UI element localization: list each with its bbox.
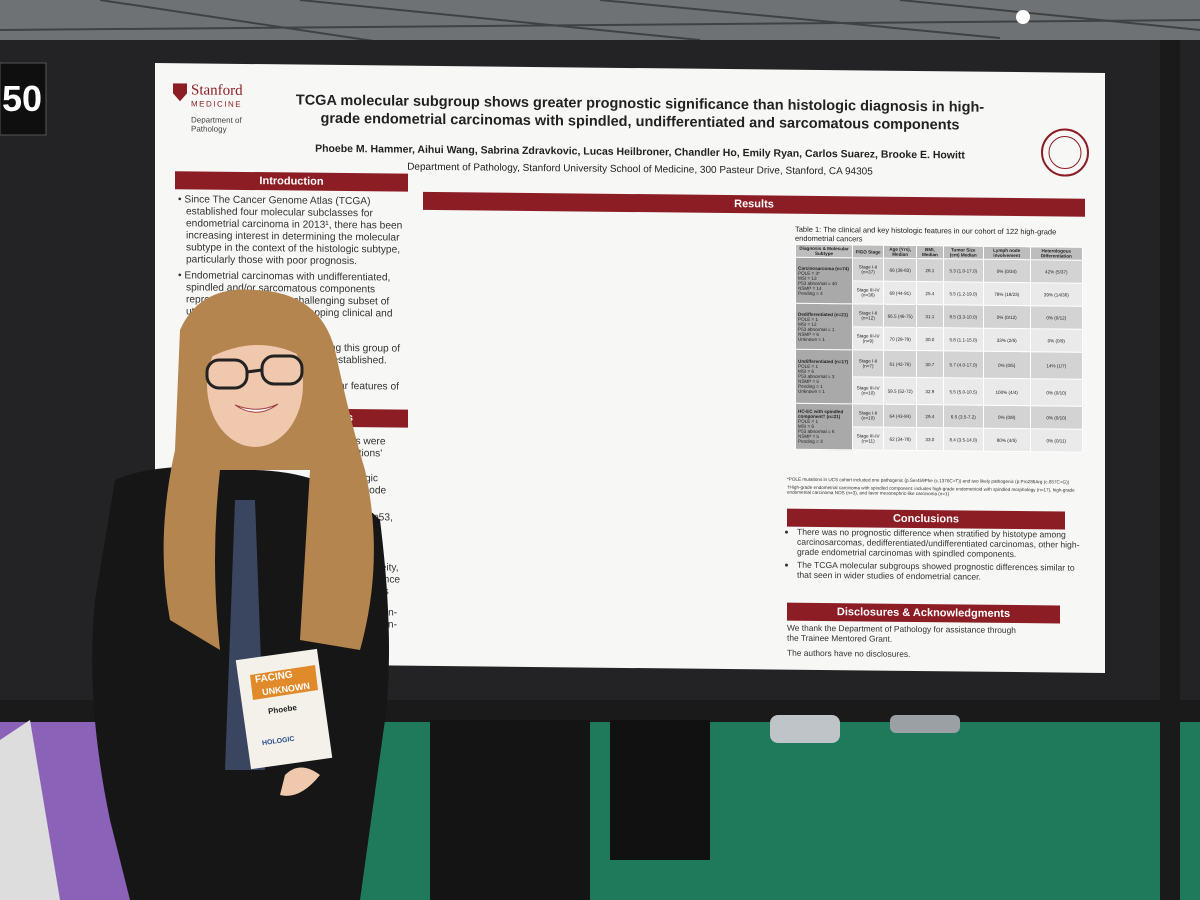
logo-shield — [173, 83, 187, 102]
seal — [1041, 128, 1089, 177]
booth-number: 50 — [2, 78, 43, 119]
poster: Stanford MEDICINE Department of Patholog… — [155, 63, 1105, 673]
